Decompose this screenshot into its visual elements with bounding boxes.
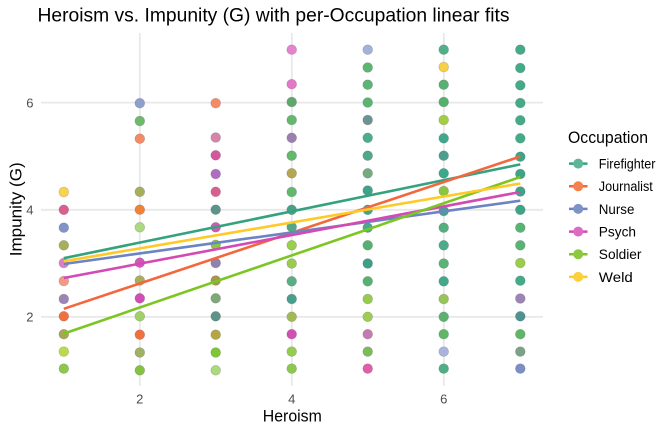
- svg-text:2: 2: [26, 310, 33, 325]
- svg-text:Weld: Weld: [599, 270, 633, 285]
- svg-text:6: 6: [26, 96, 33, 111]
- svg-text:Nurse: Nurse: [599, 202, 635, 217]
- svg-text:4: 4: [26, 203, 33, 218]
- svg-text:6: 6: [440, 391, 447, 406]
- svg-text:Heroism: Heroism: [263, 406, 322, 425]
- svg-text:Impunity (G): Impunity (G): [7, 162, 26, 256]
- svg-text:Soldier: Soldier: [599, 247, 642, 262]
- svg-text:2: 2: [136, 391, 143, 406]
- svg-text:Heroism vs. Impunity (G) with: Heroism vs. Impunity (G) with per-Occupa…: [38, 5, 510, 26]
- svg-text:Firefighter: Firefighter: [599, 156, 656, 171]
- svg-text:Journalist: Journalist: [599, 179, 653, 194]
- svg-text:Occupation: Occupation: [568, 129, 648, 147]
- svg-text:4: 4: [288, 391, 295, 406]
- svg-text:Psych: Psych: [599, 224, 636, 239]
